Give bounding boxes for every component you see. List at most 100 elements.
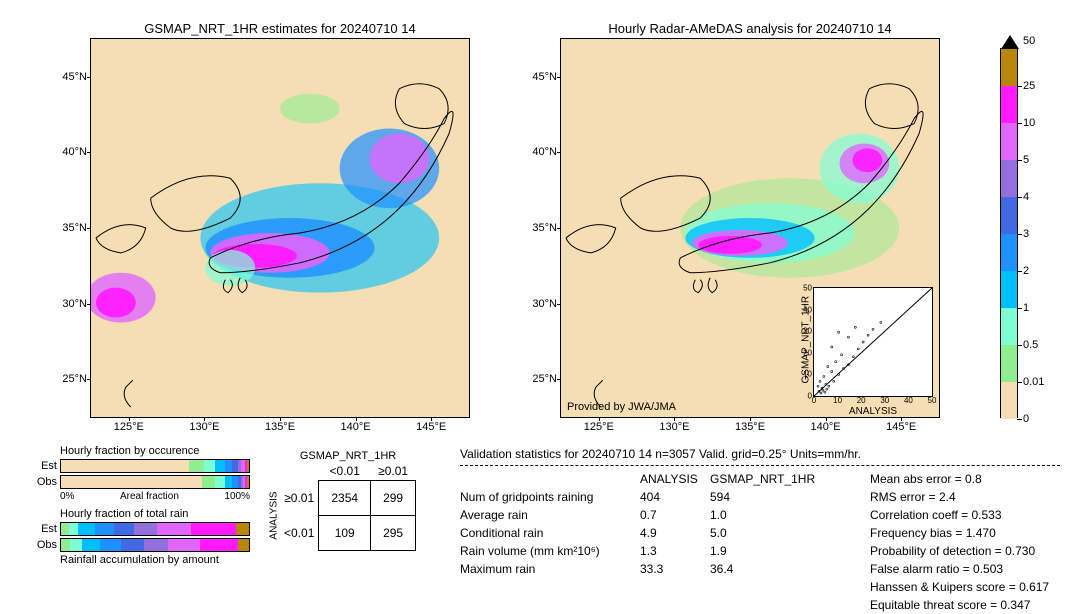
bar-segment xyxy=(78,523,95,535)
val-col-a: ANALYSIS xyxy=(640,470,710,488)
occ-axis-right: 100% xyxy=(224,491,250,502)
stacked-bar: Obs xyxy=(60,475,250,489)
bar-segment xyxy=(70,539,81,551)
contingency-col-header: GSMAP_NRT_1HR xyxy=(280,450,416,462)
bar-segment xyxy=(215,476,224,488)
bar-segment xyxy=(121,539,144,551)
validation-metric: Correlation coeff = 0.533 xyxy=(870,506,1049,524)
bar-label: Est xyxy=(41,523,61,535)
validation-metric: RMS error = 2.4 xyxy=(870,488,1049,506)
val-row-a: 33.3 xyxy=(640,560,710,578)
bar-segment xyxy=(61,523,69,535)
val-row-a: 4.9 xyxy=(640,524,710,542)
validation-row: Maximum rain33.336.4 xyxy=(460,560,830,578)
left-map-title: GSMAP_NRT_1HR estimates for 20240710 14 xyxy=(144,21,415,36)
contingency-col-0: <0.01 xyxy=(319,462,371,481)
bar-segment xyxy=(69,523,78,535)
val-row-b: 1.0 xyxy=(710,506,830,524)
validation-metric: Equitable threat score = 0.347 xyxy=(870,596,1049,614)
val-row-b: 1.9 xyxy=(710,542,830,560)
bar-segment xyxy=(202,476,215,488)
val-row-label: Conditional rain xyxy=(460,524,640,542)
totalrain-title: Hourly fraction of total rain xyxy=(60,508,250,520)
scatter-ytick: 0 xyxy=(808,392,814,401)
val-row-a: 1.3 xyxy=(640,542,710,560)
contingency-col-1: ≥0.01 xyxy=(371,462,416,481)
validation-title: Validation statistics for 20240710 14 n=… xyxy=(460,445,1060,466)
val-row-a: 0.7 xyxy=(640,506,710,524)
validation-metric: Hanssen & Kuipers score = 0.617 xyxy=(870,578,1049,596)
validation-metric: Mean abs error = 0.8 xyxy=(870,470,1049,488)
bar-segment xyxy=(61,476,202,488)
val-row-a: 404 xyxy=(640,488,710,506)
scatter-xtick: 10 xyxy=(833,396,842,405)
bar-segment xyxy=(225,460,233,472)
colorbar-top-label: 50 xyxy=(1017,35,1035,49)
validation-row: Rain volume (mm km²10⁶)1.31.9 xyxy=(460,542,830,560)
val-col-b: GSMAP_NRT_1HR xyxy=(710,470,830,488)
scatter-ytick: 10 xyxy=(803,370,814,379)
bar-label: Obs xyxy=(37,539,61,551)
val-row-label: Rain volume (mm km²10⁶) xyxy=(460,542,640,560)
occurrence-title: Hourly fraction by occurence xyxy=(60,445,250,457)
bar-segment xyxy=(61,539,70,551)
colorbar-segment xyxy=(1001,86,1017,123)
bar-segment xyxy=(200,539,238,551)
val-row-b: 36.4 xyxy=(710,560,830,578)
colorbar-segment xyxy=(1001,345,1017,382)
bar-segment xyxy=(144,539,168,551)
contingency-block: GSMAP_NRT_1HR <0.01≥0.01 ≥0.012354299 <0… xyxy=(280,450,416,551)
bar-segment xyxy=(191,523,236,535)
bar-segment xyxy=(82,539,101,551)
right-map: Hourly Radar-AMeDAS analysis for 2024071… xyxy=(560,38,940,418)
contingency-cell-01: 299 xyxy=(371,481,416,516)
scatter-xtick: 40 xyxy=(904,396,913,405)
stacked-bar: Obs xyxy=(60,538,250,552)
colorbar-segment xyxy=(1001,123,1017,160)
contingency-cell-10: 109 xyxy=(319,516,371,551)
contingency-row-header: ANALYSIS xyxy=(269,491,280,539)
occ-axis-left: 0% xyxy=(60,491,74,502)
colorbar-segment xyxy=(1001,160,1017,197)
right-map-title: Hourly Radar-AMeDAS analysis for 2024071… xyxy=(608,21,891,36)
validation-metric: False alarm ratio = 0.503 xyxy=(870,560,1049,578)
colorbar-segment xyxy=(1001,197,1017,234)
contingency-table: <0.01≥0.01 ≥0.012354299 <0.01109295 xyxy=(280,462,416,551)
val-row-label: Maximum rain xyxy=(460,560,640,578)
scatter-ytick: 40 xyxy=(803,305,814,314)
scatter-inset: GSMAP_NRT_1HR ANALYSIS 00101020203030404… xyxy=(813,287,933,397)
bar-segment xyxy=(168,539,200,551)
colorbar-segment xyxy=(1001,271,1017,308)
contingency-cell-00: 2354 xyxy=(319,481,371,516)
occurrence-bars: Hourly fraction by occurence EstObs 0% A… xyxy=(60,445,250,566)
bar-segment xyxy=(95,523,114,535)
validation-row: Conditional rain4.95.0 xyxy=(460,524,830,542)
bar-label: Est xyxy=(41,460,61,472)
colorbar: 50 2510543210.50.010 xyxy=(1000,48,1018,418)
left-map-coastlines xyxy=(91,39,469,417)
scatter-plot xyxy=(814,288,932,396)
val-row-label: Num of gridpoints raining xyxy=(460,488,640,506)
scatter-ytick: 30 xyxy=(803,327,814,336)
bar-segment xyxy=(134,523,157,535)
scatter-ytick: 20 xyxy=(803,348,814,357)
bar-segment xyxy=(225,476,233,488)
validation-metric: Probability of detection = 0.730 xyxy=(870,542,1049,560)
bar-segment xyxy=(236,523,249,535)
val-row-b: 594 xyxy=(710,488,830,506)
bar-segment xyxy=(189,460,204,472)
contingency-cell-11: 295 xyxy=(371,516,416,551)
bar-segment xyxy=(204,460,215,472)
val-row-b: 5.0 xyxy=(710,524,830,542)
validation-row: Average rain0.71.0 xyxy=(460,506,830,524)
validation-stats: Validation statistics for 20240710 14 n=… xyxy=(460,445,1060,614)
colorbar-segment xyxy=(1001,49,1017,86)
bar-segment xyxy=(215,460,224,472)
bar-label: Obs xyxy=(37,476,61,488)
scatter-xtick: 30 xyxy=(880,396,889,405)
colorbar-segment xyxy=(1001,308,1017,345)
val-row-label: Average rain xyxy=(460,506,640,524)
scatter-xtick: 50 xyxy=(928,396,937,405)
scatter-xtick: 20 xyxy=(857,396,866,405)
contingency-row-1: <0.01 xyxy=(280,516,319,551)
